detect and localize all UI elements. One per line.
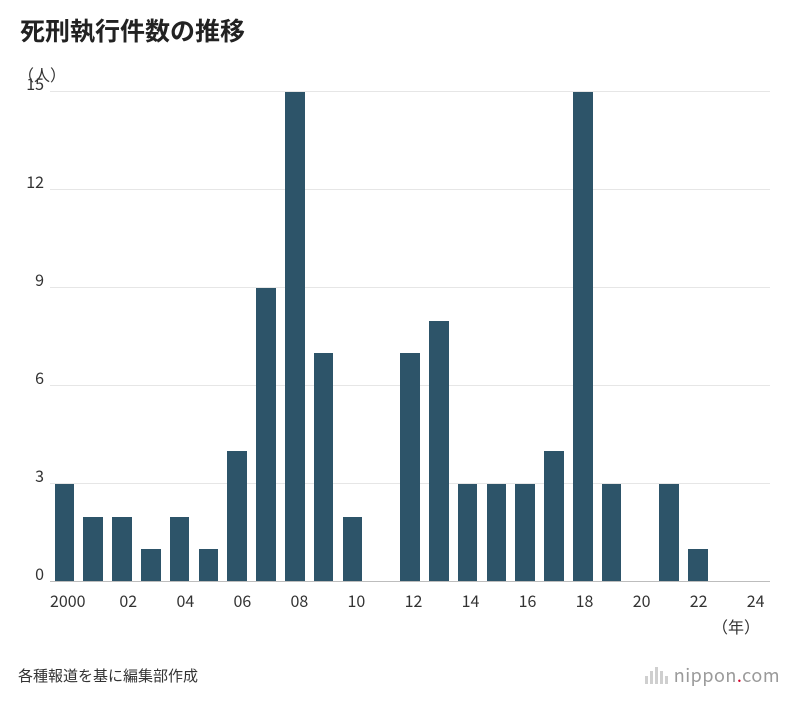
x-axis: 2000 02 04 06 08 10 12 14 16 18 20 22 24 <box>50 588 770 612</box>
bar-slot <box>684 92 713 582</box>
bar-slot <box>626 92 655 582</box>
x-tick: 20 <box>627 588 656 612</box>
bar-slot <box>655 92 684 582</box>
x-tick: 22 <box>684 588 713 612</box>
bar-slot <box>280 92 309 582</box>
bar <box>487 484 507 582</box>
bar <box>688 549 708 582</box>
x-tick: 06 <box>228 588 257 612</box>
x-tick <box>599 588 628 612</box>
bar-slot <box>453 92 482 582</box>
plot-area <box>50 92 770 582</box>
x-tick <box>200 588 229 612</box>
bar-slot <box>367 92 396 582</box>
x-tick <box>428 588 457 612</box>
x-tick <box>485 588 514 612</box>
x-axis-unit: （年） <box>18 614 760 638</box>
bar <box>112 517 132 582</box>
bar <box>515 484 535 582</box>
x-tick <box>542 588 571 612</box>
x-baseline <box>50 581 770 582</box>
bar-slot <box>108 92 137 582</box>
brand-main: nippon <box>674 662 737 688</box>
source-note: 各種報道を基に編集部作成 <box>18 665 198 686</box>
bar-slot <box>338 92 367 582</box>
y-axis: 15129630 <box>18 92 50 582</box>
bar-slot <box>165 92 194 582</box>
bar-slot <box>482 92 511 582</box>
bar-slot <box>79 92 108 582</box>
x-tick: 18 <box>570 588 599 612</box>
bar-slot <box>223 92 252 582</box>
brand-text: nippon.com <box>674 662 780 688</box>
x-tick: 10 <box>342 588 371 612</box>
x-tick: 16 <box>513 588 542 612</box>
bar <box>400 353 420 582</box>
brand-logo: nippon.com <box>645 662 780 688</box>
bar <box>659 484 679 582</box>
bar-slot <box>597 92 626 582</box>
bar <box>602 484 622 582</box>
x-tick: 12 <box>399 588 428 612</box>
bar <box>141 549 161 582</box>
chart-title: 死刑執行件数の推移 <box>20 12 780 48</box>
x-tick: 24 <box>741 588 770 612</box>
bar-slot <box>136 92 165 582</box>
x-tick: 2000 <box>50 588 86 612</box>
x-tick <box>143 588 172 612</box>
bar <box>227 451 247 582</box>
brand-suffix: com <box>742 662 780 688</box>
bar <box>285 92 305 582</box>
bar-slot <box>252 92 281 582</box>
bar-slot <box>194 92 223 582</box>
bar <box>170 517 190 582</box>
bar <box>55 484 75 582</box>
bar <box>199 549 219 582</box>
x-tick <box>314 588 343 612</box>
x-tick: 04 <box>171 588 200 612</box>
x-tick <box>656 588 685 612</box>
bar <box>544 451 564 582</box>
bar-slot <box>309 92 338 582</box>
y-axis-unit: （人） <box>18 62 780 86</box>
bar-slot <box>540 92 569 582</box>
bar-slot <box>424 92 453 582</box>
x-tick: 02 <box>114 588 143 612</box>
bar <box>343 517 363 582</box>
bar-slot <box>712 92 741 582</box>
bar-slot <box>396 92 425 582</box>
x-tick <box>713 588 742 612</box>
bar-slot <box>50 92 79 582</box>
bar <box>573 92 593 582</box>
bar-slot <box>741 92 770 582</box>
bar <box>256 288 276 582</box>
x-tick <box>371 588 400 612</box>
bar <box>429 321 449 582</box>
x-tick <box>86 588 115 612</box>
x-tick: 08 <box>285 588 314 612</box>
bar-slot <box>568 92 597 582</box>
bar <box>83 517 103 582</box>
brand-bars-icon <box>645 666 668 684</box>
bar-slot <box>511 92 540 582</box>
x-tick: 14 <box>456 588 485 612</box>
x-tick <box>257 588 286 612</box>
bar <box>458 484 478 582</box>
bar <box>314 353 334 582</box>
bars-group <box>50 92 770 582</box>
